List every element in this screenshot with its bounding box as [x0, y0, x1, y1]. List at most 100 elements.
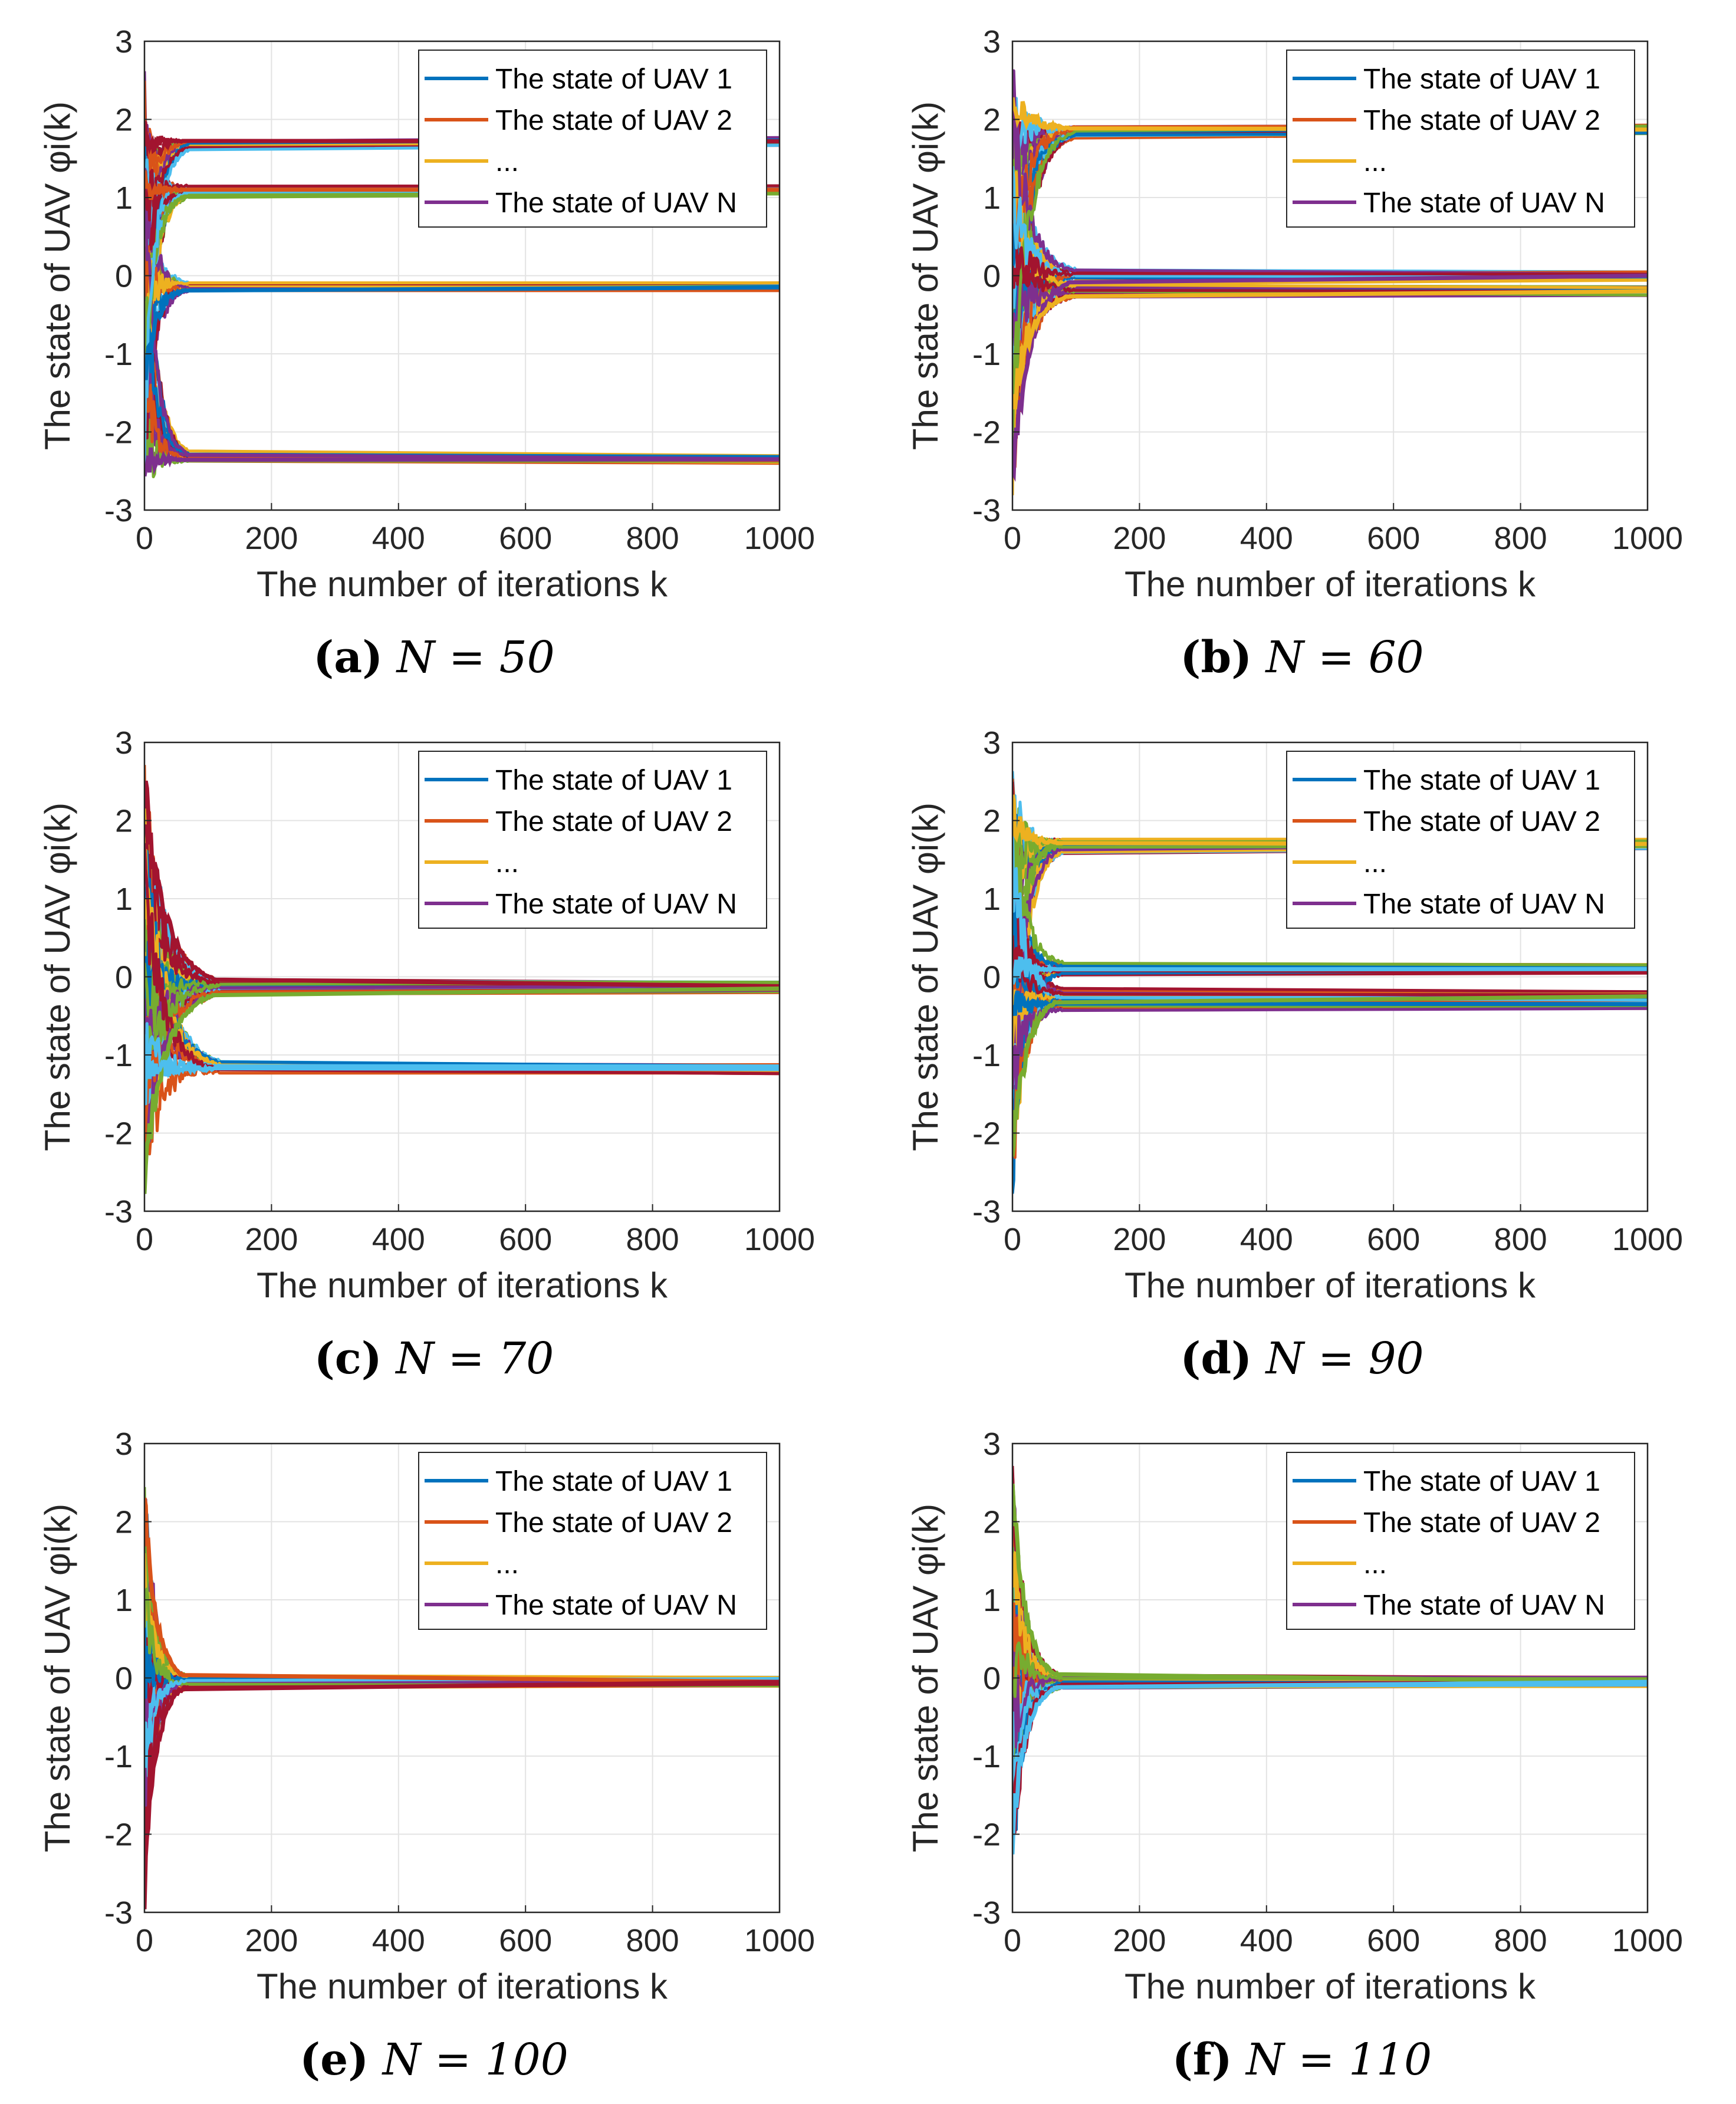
legend-label: The state of UAV N — [1363, 889, 1605, 920]
chart-e: 0 200 400 600 800 1000 -3 -2 -1 0 1 2 3 The number of… — [38, 1426, 815, 2006]
caption-eq: N = 110 — [1246, 2034, 1432, 2085]
x-tick-label: 1000 — [1612, 521, 1683, 556]
x-tick-label: 800 — [1494, 1923, 1547, 1958]
chart-panel-a: 0 200 400 600 800 1000 -3 -2 -1 0 1 2 3 The number of… — [0, 0, 868, 701]
y-tick-label: 3 — [115, 24, 133, 60]
legend-label: ... — [495, 1549, 519, 1580]
chart-a: 0 200 400 600 800 1000 -3 -2 -1 0 1 2 3 The number of… — [38, 24, 815, 604]
y-tick-label: 2 — [983, 103, 1001, 138]
data-line — [1012, 935, 1648, 997]
series-line — [144, 285, 780, 380]
x-tick-label: 200 — [1113, 1222, 1166, 1257]
legend-label: The state of UAV 2 — [495, 806, 732, 837]
y-tick-label: 0 — [115, 1661, 133, 1697]
chart-panel-e: 0 200 400 600 800 1000 -3 -2 -1 0 1 2 3 The number of… — [0, 1402, 868, 2103]
y-tick-label: 3 — [983, 725, 1001, 761]
x-tick-label: 800 — [626, 1923, 679, 1958]
series-group — [144, 765, 780, 1194]
x-tick-label: 0 — [136, 521, 153, 556]
series-line — [1012, 994, 1648, 1157]
legend-label: ... — [1363, 146, 1387, 177]
x-tick-label: 1000 — [744, 1923, 815, 1958]
x-tick-label: 400 — [1240, 1222, 1293, 1257]
y-tick-label: -1 — [972, 1739, 1001, 1774]
x-axis-label: The number of iterations k — [257, 1967, 668, 2006]
data-line — [144, 144, 780, 372]
caption-a: (a) N = 50 — [0, 625, 868, 690]
legend-label: ... — [495, 847, 519, 879]
legend-label: The state of UAV 2 — [1363, 806, 1600, 837]
y-tick-label: 3 — [115, 1426, 133, 1462]
series-line — [1012, 1483, 1648, 1684]
series-line — [144, 1497, 780, 1684]
legend-label: The state of UAV 2 — [495, 105, 732, 136]
series-line — [144, 1679, 780, 1909]
y-tick-label: 2 — [983, 804, 1001, 839]
chart-f: 0 200 400 600 800 1000 -3 -2 -1 0 1 2 3 The number of… — [906, 1426, 1683, 2006]
legend-label: The state of UAV 1 — [495, 1466, 732, 1497]
chart-panel-c: 0 200 400 600 800 1000 -3 -2 -1 0 1 2 3 The number of… — [0, 701, 868, 1402]
x-tick-label: 600 — [499, 1222, 552, 1257]
caption-eq: N = 70 — [396, 1333, 554, 1384]
x-tick-label: 1000 — [1612, 1923, 1683, 1958]
x-tick-label: 400 — [1240, 521, 1293, 556]
series-group — [1012, 1465, 1648, 1855]
y-tick-label: -2 — [972, 1817, 1001, 1853]
x-tick-label: 200 — [245, 1222, 298, 1257]
data-line — [1012, 1641, 1648, 1698]
y-tick-label: -1 — [104, 1739, 133, 1774]
legend-label: The state of UAV N — [495, 188, 737, 219]
y-tick-label: 0 — [115, 259, 133, 294]
data-line — [144, 169, 780, 222]
x-tick-label: 200 — [245, 1923, 298, 1958]
y-tick-label: -2 — [972, 415, 1001, 451]
legend-label: The state of UAV 1 — [1363, 1466, 1600, 1497]
data-line — [1012, 281, 1648, 347]
x-tick-label: 800 — [626, 1222, 679, 1257]
legend-label: The state of UAV N — [1363, 188, 1605, 219]
y-tick-label: 1 — [983, 882, 1001, 917]
x-tick-label: 0 — [136, 1222, 153, 1257]
y-tick-label: 1 — [115, 180, 133, 216]
y-tick-label: -3 — [972, 493, 1001, 528]
chart-c: 0 200 400 600 800 1000 -3 -2 -1 0 1 2 3 The number of… — [38, 725, 815, 1305]
y-tick-label: -3 — [972, 1895, 1001, 1931]
x-tick-label: 200 — [1113, 1923, 1166, 1958]
data-line — [1012, 814, 1648, 1002]
x-tick-label: 400 — [1240, 1923, 1293, 1958]
x-tick-label: 600 — [499, 521, 552, 556]
y-tick-label: 0 — [115, 960, 133, 995]
series-line — [1012, 97, 1648, 133]
y-axis-label: The state of UAV φi(k) — [38, 1504, 77, 1852]
y-tick-label: 3 — [115, 725, 133, 761]
series-line — [144, 447, 780, 477]
legend-label: The state of UAV 2 — [1363, 1507, 1600, 1538]
series-line — [1012, 794, 1648, 846]
data-line — [144, 171, 780, 461]
caption-label: (c) — [314, 1333, 382, 1384]
caption-label: (f) — [1172, 2034, 1232, 2085]
chart-b: 0 200 400 600 800 1000 -3 -2 -1 0 1 2 3 The number of… — [906, 24, 1683, 604]
legend-label: ... — [1363, 847, 1387, 879]
x-tick-label: 600 — [499, 1923, 552, 1958]
x-tick-label: 0 — [136, 1923, 153, 1958]
caption-label: (a) — [313, 632, 383, 683]
y-axis-label: The state of UAV φi(k) — [906, 1504, 945, 1852]
data-line — [1012, 246, 1648, 289]
x-tick-label: 1000 — [744, 521, 815, 556]
chart-d: 0 200 400 600 800 1000 -3 -2 -1 0 1 2 3 The number of… — [906, 725, 1683, 1305]
caption-eq: N = 60 — [1265, 632, 1424, 683]
legend-label: The state of UAV N — [495, 889, 737, 920]
y-tick-label: -2 — [104, 415, 133, 451]
y-tick-label: 3 — [983, 1426, 1001, 1462]
caption-c: (c) N = 70 — [0, 1326, 868, 1391]
x-axis-label: The number of iterations k — [1125, 1265, 1536, 1305]
x-axis-label: The number of iterations k — [1125, 1967, 1536, 2006]
y-tick-label: -3 — [104, 1895, 133, 1931]
chart-panel-b: 0 200 400 600 800 1000 -3 -2 -1 0 1 2 3 The number of… — [868, 0, 1736, 701]
y-tick-label: 2 — [983, 1505, 1001, 1540]
data-line — [144, 1587, 780, 1688]
legend-label: The state of UAV N — [495, 1590, 737, 1621]
y-tick-label: -2 — [104, 1817, 133, 1853]
legend-label: The state of UAV 1 — [1363, 64, 1600, 95]
